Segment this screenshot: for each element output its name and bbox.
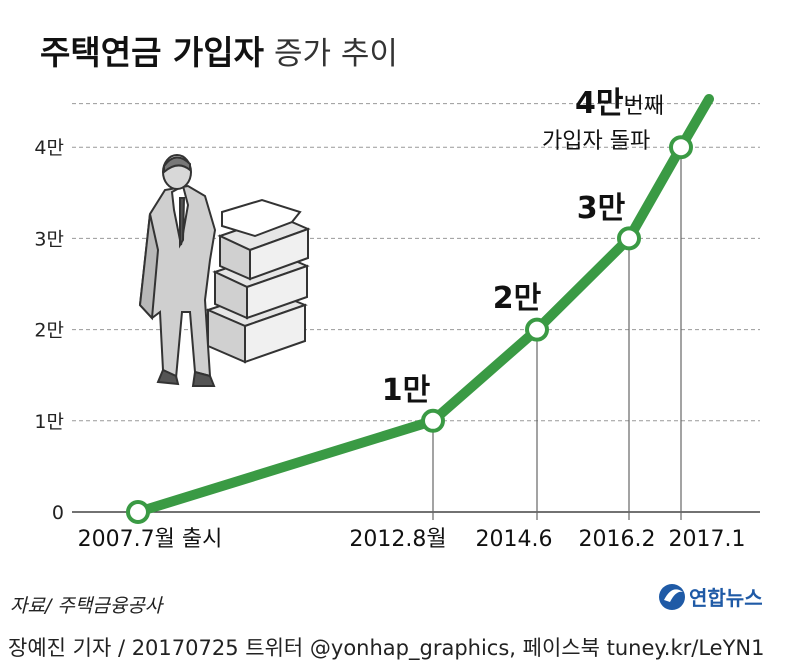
y-tick-label: 2만 — [34, 320, 64, 342]
data-labels: 1만 2만 3만 — [382, 191, 626, 408]
credit-line: 장예진 기자 / 20170725 트위터 @yonhap_graphics, … — [8, 636, 765, 661]
data-points — [126, 135, 693, 524]
y-tick-label: 1만 — [34, 411, 64, 433]
annotation-big: 4만 — [575, 86, 624, 121]
source-note: 자료/ 주택금융공사 — [10, 595, 165, 617]
y-tick-label: 0 — [52, 502, 64, 524]
yonhap-logo-icon: 연합뉴스 — [659, 584, 763, 610]
logo-name: 연합뉴스 — [689, 586, 763, 610]
data-point — [617, 226, 641, 251]
y-axis-ticks: 0 1만 2만 3만 4만 — [34, 137, 64, 524]
data-point — [525, 317, 549, 342]
y-tick-label: 4만 — [34, 137, 64, 159]
x-tick-label: 2007.7월 출시 — [78, 527, 223, 552]
annotation-line2: 가입자 돌파 — [542, 129, 650, 154]
x-tick-label: 2016.2 — [579, 527, 656, 552]
annotation-line1: 4만번째 — [575, 86, 664, 121]
data-label: 2만 — [493, 281, 542, 316]
x-tick-label: 2012.8월 — [349, 527, 446, 552]
x-axis-ticks: 2007.7월 출시 2012.8월 2014.6 2016.2 2017.1 — [78, 527, 746, 552]
data-label: 1만 — [382, 373, 431, 408]
x-tick-label: 2017.1 — [669, 527, 746, 552]
man-with-money-icon — [138, 154, 311, 387]
data-point — [126, 500, 150, 524]
x-tick-label: 2014.6 — [476, 527, 553, 552]
data-label: 3만 — [577, 191, 626, 226]
data-point — [421, 408, 445, 433]
data-point — [669, 135, 693, 160]
y-tick-label: 3만 — [34, 228, 64, 250]
title-light: 증가 추이 — [274, 36, 398, 72]
title-bold: 주택연금 가입자 — [40, 33, 265, 72]
chart-title: 주택연금 가입자 증가 추이 — [40, 33, 398, 72]
annotation-small: 번째 — [623, 94, 663, 119]
drop-lines — [432, 147, 682, 520]
